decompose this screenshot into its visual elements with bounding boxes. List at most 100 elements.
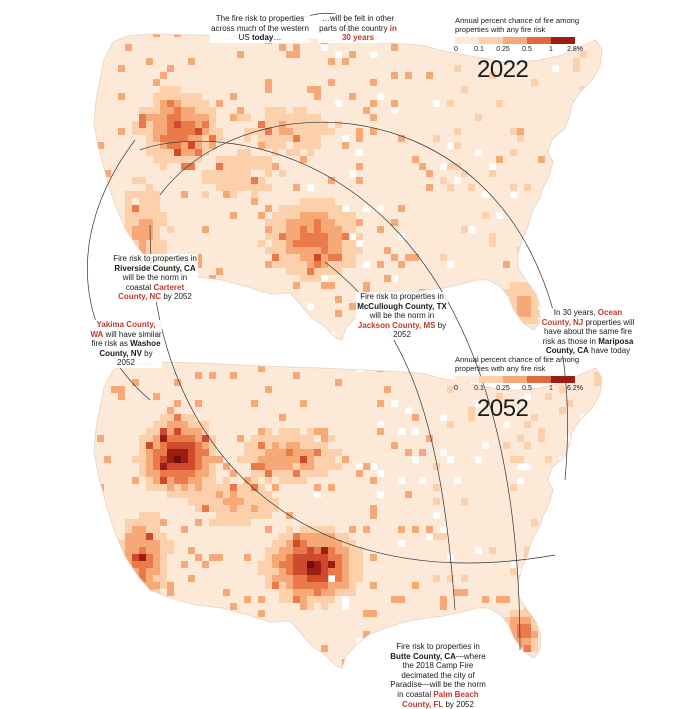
county-cell <box>132 128 140 136</box>
county-cell <box>468 149 476 157</box>
county-cell <box>531 128 539 136</box>
county-cell <box>265 254 273 262</box>
county-cell <box>125 79 133 87</box>
county-cell <box>307 177 315 185</box>
county-cell <box>545 463 553 471</box>
county-cell <box>531 93 539 101</box>
county-cell <box>524 128 532 136</box>
county-cell <box>419 65 427 73</box>
county-cell <box>468 282 476 290</box>
county-cell <box>419 261 427 269</box>
county-cell <box>160 414 168 422</box>
county-cell <box>349 428 357 436</box>
county-cell <box>377 240 385 248</box>
county-cell <box>307 135 315 143</box>
county-cell <box>237 149 245 157</box>
county-cell <box>265 421 273 429</box>
county-cell <box>601 34 602 38</box>
county-cell <box>153 435 161 443</box>
county-cell <box>482 226 490 234</box>
county-cell <box>468 421 476 429</box>
county-cell <box>118 79 126 87</box>
county-cell <box>475 163 483 171</box>
county-cell <box>608 289 615 296</box>
county-cell <box>398 205 406 213</box>
county-cell <box>321 372 329 380</box>
county-cell <box>272 254 280 262</box>
county-cell <box>223 338 231 340</box>
county-cell <box>475 142 483 150</box>
county-cell <box>272 303 280 311</box>
county-cell <box>272 442 280 450</box>
county-cell <box>223 156 231 164</box>
county-cell <box>384 261 392 269</box>
county-cell <box>195 149 203 157</box>
county-cell <box>328 449 336 457</box>
county-cell <box>279 79 287 87</box>
county-cell <box>489 498 497 506</box>
county-cell <box>342 362 350 366</box>
county-cell <box>433 135 441 143</box>
county-cell <box>244 163 252 171</box>
county-cell <box>482 128 490 136</box>
county-cell <box>314 386 322 394</box>
county-cell <box>468 456 476 464</box>
county-cell <box>286 44 294 52</box>
county-cell <box>335 470 343 478</box>
county-cell <box>279 219 287 227</box>
county-cell <box>433 414 441 422</box>
county-cell <box>181 442 189 450</box>
county-cell <box>104 142 112 150</box>
county-cell <box>419 163 427 171</box>
county-cell <box>342 435 350 443</box>
county-cell <box>286 184 294 192</box>
county-cell <box>608 484 615 491</box>
county-cell <box>160 386 168 394</box>
county-cell <box>517 289 525 297</box>
county-cell <box>566 289 574 297</box>
county-cell <box>265 362 273 366</box>
county-cell <box>153 470 161 478</box>
county-cell <box>167 65 175 73</box>
county-cell <box>454 107 462 115</box>
county-cell <box>496 421 504 429</box>
county-cell <box>167 331 175 339</box>
county-cell <box>293 163 301 171</box>
county-cell <box>489 463 497 471</box>
county-cell <box>510 226 518 234</box>
county-cell <box>377 407 385 415</box>
county-cell <box>398 491 406 499</box>
county-cell <box>412 463 420 471</box>
county-cell <box>573 407 581 415</box>
county-cell <box>167 198 175 206</box>
county-cell <box>552 149 560 157</box>
county-cell <box>419 498 427 506</box>
county-cell <box>146 135 154 143</box>
county-cell <box>461 463 469 471</box>
county-cell <box>251 470 259 478</box>
county-cell <box>209 331 217 339</box>
county-cell <box>482 477 490 485</box>
county-cell <box>559 275 567 283</box>
county-cell <box>160 362 168 366</box>
county-cell <box>524 386 532 394</box>
county-cell <box>363 282 371 290</box>
county-cell <box>342 142 350 150</box>
county-cell <box>356 407 364 415</box>
county-cell <box>370 386 378 394</box>
county-cell <box>286 421 294 429</box>
county-cell <box>209 79 217 87</box>
county-cell <box>538 156 546 164</box>
county-cell <box>440 142 448 150</box>
county-cell <box>244 463 252 471</box>
county-cell <box>188 128 196 136</box>
county-cell <box>559 463 567 471</box>
county-cell <box>125 58 133 66</box>
county-cell <box>391 163 399 171</box>
county-cell <box>531 275 539 283</box>
county-cell <box>482 156 490 164</box>
county-cell <box>209 505 217 513</box>
county-cell <box>370 72 378 80</box>
county-cell <box>230 421 238 429</box>
county-cell <box>251 324 259 332</box>
